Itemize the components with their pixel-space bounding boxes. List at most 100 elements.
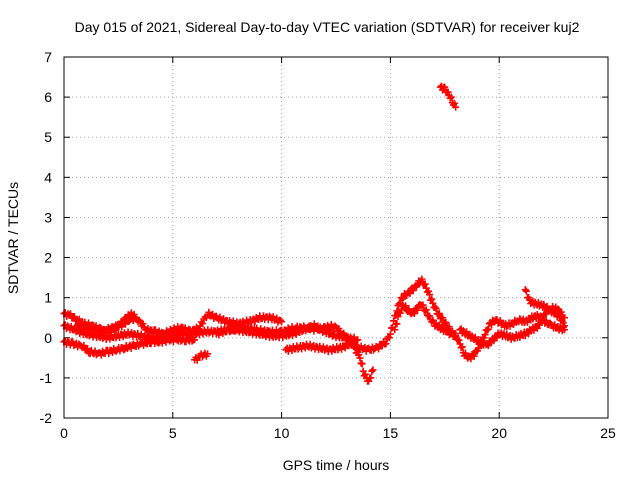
- data-point-track-g: [398, 295, 406, 303]
- data-point-track-a: [70, 313, 78, 321]
- data-point-track-c: [120, 346, 128, 354]
- y-tick-label: 2: [44, 250, 52, 266]
- y-tick-label: 7: [44, 49, 52, 65]
- x-tick-label: 25: [600, 425, 616, 441]
- data-point-track-g: [434, 310, 442, 318]
- data-point-track-k: [452, 103, 460, 111]
- x-tick-label: 20: [491, 425, 507, 441]
- data-point-track-h: [458, 343, 466, 351]
- data-point-track-g: [421, 280, 429, 288]
- data-point-track-d: [132, 314, 140, 322]
- data-point-track-g: [429, 299, 437, 307]
- data-point-track-h: [481, 331, 489, 339]
- data-point-track-h: [396, 309, 404, 317]
- gridlines: [64, 57, 608, 418]
- x-tick-label: 15: [383, 425, 399, 441]
- data-point-track-f: [204, 350, 212, 358]
- data-point-track-h: [391, 326, 399, 334]
- y-tick-label: 0: [44, 330, 52, 346]
- data-point-track-a: [67, 310, 75, 318]
- x-tick-label: 5: [169, 425, 177, 441]
- data-point-track-b: [354, 336, 362, 344]
- data-point-track-g: [435, 309, 443, 317]
- data-point-track-h: [542, 317, 550, 325]
- data-point-track-h: [414, 306, 422, 314]
- data-point-track-i: [490, 337, 498, 345]
- data-point-track-h: [452, 330, 460, 338]
- x-tick-label: 10: [274, 425, 290, 441]
- data-point-track-g: [424, 287, 432, 295]
- data-point-track-g: [442, 318, 450, 326]
- data-point-track-h: [419, 301, 427, 309]
- data-point-track-k: [444, 88, 452, 96]
- data-point-track-g: [428, 295, 436, 303]
- data-point-track-i: [459, 327, 467, 335]
- data-point-track-e: [369, 366, 377, 374]
- data-point-track-g: [352, 341, 360, 349]
- data-point-track-h: [410, 310, 418, 318]
- data-point-track-g: [418, 275, 426, 283]
- axis-ticks: 0 5 10 15 20 25 -2 -1 0 1 2 3 4 5 6 7: [40, 49, 616, 441]
- data-point-track-h: [508, 320, 516, 328]
- data-point-track-j: [522, 287, 530, 295]
- data-point-track-f: [193, 356, 201, 364]
- data-point-track-j: [556, 313, 564, 321]
- data-point-track-h: [470, 352, 478, 360]
- data-point-track-d: [118, 323, 126, 331]
- y-tick-label: 5: [44, 129, 52, 145]
- data-point-track-k: [447, 93, 455, 101]
- data-point-track-e: [342, 332, 350, 340]
- data-point-track-a: [278, 318, 286, 326]
- data-point-track-g: [432, 305, 440, 313]
- data-point-track-a: [139, 320, 147, 328]
- data-point-track-a: [276, 316, 284, 324]
- data-point-track-g: [445, 323, 453, 331]
- data-point-track-k: [451, 99, 459, 107]
- data-point-track-b: [310, 320, 318, 328]
- data-point-track-c: [191, 336, 199, 344]
- y-tick-label: -1: [40, 370, 53, 386]
- data-point-track-h: [402, 302, 410, 310]
- data-point-track-c: [80, 342, 88, 350]
- plot-points: [60, 82, 568, 385]
- data-point-track-g: [386, 330, 394, 338]
- plot-frame: [63, 56, 609, 419]
- y-tick-label: 1: [44, 290, 52, 306]
- data-point-track-e: [331, 322, 339, 330]
- y-axis-label: SDTVAR / TECUs: [5, 182, 21, 294]
- data-point-track-e: [358, 360, 366, 368]
- data-point-track-a: [205, 308, 213, 316]
- chart-title: Day 015 of 2021, Sidereal Day-to-day VTE…: [75, 19, 580, 35]
- y-tick-label: 6: [44, 89, 52, 105]
- data-point-track-e: [356, 354, 364, 362]
- data-point-track-k: [441, 83, 449, 91]
- data-point-track-h: [484, 325, 492, 333]
- data-point-track-h: [393, 320, 401, 328]
- x-tick-label: 0: [60, 425, 68, 441]
- data-point-track-j: [560, 322, 568, 330]
- y-tick-label: 4: [44, 169, 52, 185]
- data-point-track-k: [446, 94, 454, 102]
- data-point-track-h: [457, 344, 465, 352]
- data-point-track-e: [335, 325, 343, 333]
- data-point-track-i: [477, 337, 485, 345]
- data-point-track-j: [521, 286, 529, 294]
- y-tick-label: -2: [40, 410, 53, 426]
- data-point-track-h: [421, 307, 429, 315]
- data-point-track-g: [426, 291, 434, 299]
- data-point-track-g: [439, 314, 447, 322]
- data-point-track-a: [199, 320, 207, 328]
- data-point-track-g: [409, 287, 417, 295]
- data-point-track-i: [539, 316, 547, 324]
- data-point-track-h: [422, 306, 430, 314]
- data-point-track-e: [339, 330, 347, 338]
- data-point-track-j: [545, 305, 553, 313]
- data-point-track-c: [84, 345, 92, 353]
- y-tick-label: 3: [44, 209, 52, 225]
- data-point-track-g: [385, 334, 393, 342]
- data-point-track-e: [361, 370, 369, 378]
- data-point-track-c: [162, 338, 170, 346]
- x-axis-label: GPS time / hours: [283, 457, 390, 473]
- data-point-track-c: [127, 344, 135, 352]
